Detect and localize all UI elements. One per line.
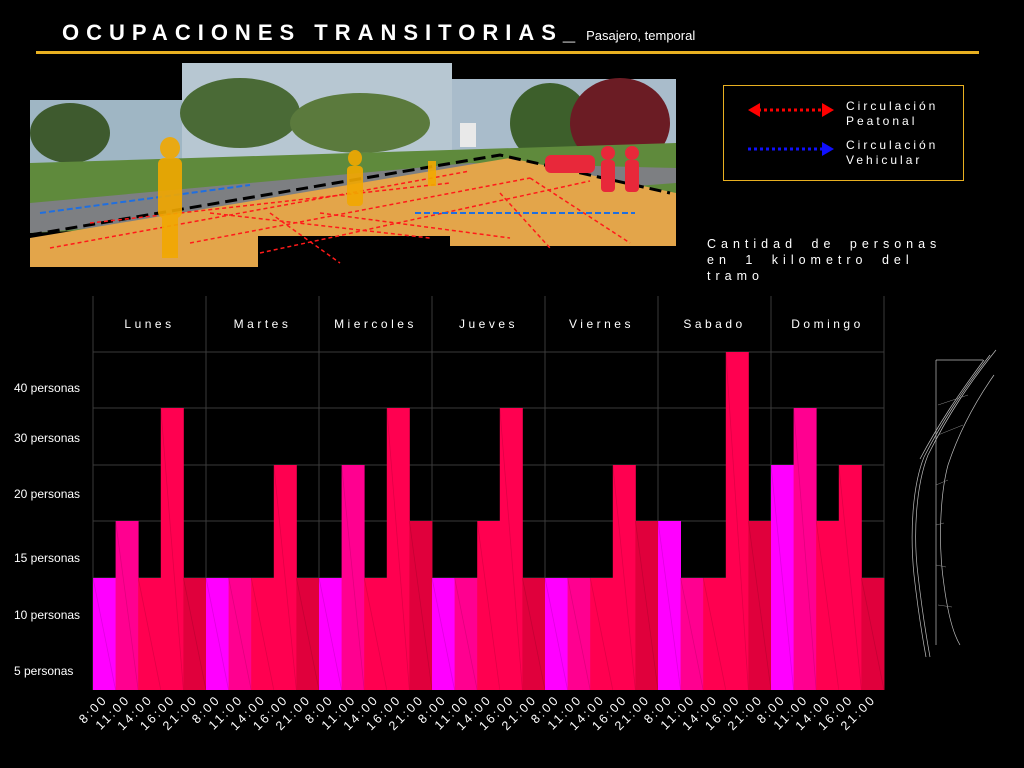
y-tick-label: 30 personas [14, 431, 80, 445]
bar-hatch [815, 520, 840, 691]
bar-hatch [657, 520, 681, 691]
bar [409, 521, 433, 690]
page-title: OCUPACIONES TRANSITORIAS_ Pasajero, tempo… [62, 20, 695, 46]
bar-hatch [341, 464, 365, 691]
y-tick-label: 5 personas [14, 664, 73, 678]
bar [725, 352, 749, 690]
bar [454, 578, 478, 690]
bar [251, 578, 275, 690]
bar-hatch [160, 407, 184, 691]
day-label: Sabado [683, 317, 745, 331]
bar [93, 578, 116, 690]
bar [793, 408, 817, 690]
bar [296, 578, 320, 690]
bar-hatch [296, 577, 320, 691]
bar-hatch [115, 520, 139, 691]
bar [635, 521, 659, 690]
bar [432, 578, 455, 690]
day-label: Viernes [569, 317, 634, 331]
bar-hatch [228, 577, 252, 691]
y-tick-label: 15 personas [14, 551, 80, 565]
bar-hatch [205, 577, 229, 691]
bar-hatch [476, 520, 501, 691]
bar-hatch [137, 577, 162, 691]
y-tick-label: 10 personas [14, 608, 80, 622]
day-label: Domingo [791, 317, 864, 331]
bar-hatch [363, 577, 388, 691]
bar-hatch [183, 577, 207, 691]
bar [273, 465, 297, 690]
day-label: Lunes [124, 317, 174, 331]
double-arrow-red-icon [748, 103, 834, 117]
bar-hatch [318, 577, 342, 691]
title-main: OCUPACIONES TRANSITORIAS_ [62, 20, 583, 45]
legend-item-vehicular: Circulación Vehicular [742, 138, 962, 174]
bar [838, 465, 862, 690]
bar-hatch [838, 464, 862, 691]
bar [364, 578, 388, 690]
bar-hatch [386, 407, 410, 691]
bar [477, 521, 501, 690]
site-plan-drawing [911, 349, 997, 658]
bar [771, 465, 794, 690]
bar [522, 578, 546, 690]
street-photo-montage [30, 63, 676, 267]
title-subtitle: Pasajero, temporal [586, 28, 696, 43]
legend-label-pedestrian: Circulación Peatonal [846, 99, 939, 128]
bar [590, 578, 614, 690]
bar-hatch [589, 577, 614, 691]
bar-hatch [250, 577, 275, 691]
bar-hatch [748, 520, 772, 691]
chart-caption: Cantidad de personas en 1 kilometro del … [707, 237, 942, 283]
bar-hatch [409, 520, 433, 691]
bar-hatch [431, 577, 455, 691]
arrow-blue-icon [748, 142, 834, 156]
bar-hatch [544, 577, 568, 691]
y-tick-label: 40 personas [14, 381, 80, 395]
bar [499, 408, 523, 690]
bar [703, 578, 727, 690]
bar-hatch [793, 407, 817, 691]
bar [319, 578, 342, 690]
day-label: Jueves [459, 317, 518, 331]
bar [545, 578, 568, 690]
bar-hatch [454, 577, 478, 691]
day-label: Miercoles [334, 317, 417, 331]
bar [206, 578, 229, 690]
bar-hatch [635, 520, 659, 691]
bar [386, 408, 410, 690]
bar [612, 465, 636, 690]
bar-hatch [522, 577, 546, 691]
bar [341, 465, 365, 690]
bar [138, 578, 162, 690]
bar-hatch [92, 577, 116, 691]
bar [748, 521, 772, 690]
bar [680, 578, 704, 690]
bar [183, 578, 207, 690]
bar-hatch [770, 464, 794, 691]
bar-hatch [612, 464, 636, 691]
bar [658, 521, 681, 690]
bar-hatch [725, 351, 749, 691]
bar-hatch [702, 577, 727, 691]
bar [228, 578, 252, 690]
legend: Circulación Peatonal Circulación Vehicul… [723, 85, 964, 181]
bar [160, 408, 184, 690]
bar-hatch [499, 407, 523, 691]
y-tick-label: 20 personas [14, 487, 80, 501]
day-label: Martes [234, 317, 292, 331]
legend-label-vehicular: Circulación Vehicular [846, 138, 939, 167]
bar [861, 578, 885, 690]
bar [567, 578, 591, 690]
bar-hatch [273, 464, 297, 691]
legend-item-pedestrian: Circulación Peatonal [742, 99, 962, 135]
title-underline [36, 51, 979, 54]
bar [816, 521, 840, 690]
bar-hatch [567, 577, 591, 691]
bar [115, 521, 139, 690]
bar-hatch [861, 577, 885, 691]
bar-hatch [680, 577, 704, 691]
